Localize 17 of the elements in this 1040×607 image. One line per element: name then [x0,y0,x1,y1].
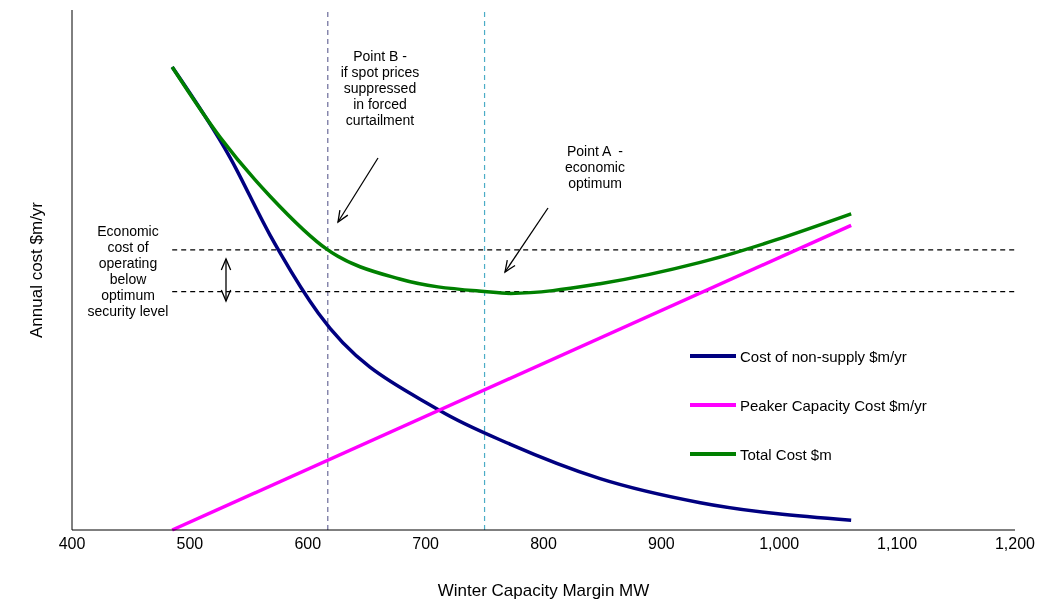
x-tick-label: 500 [176,535,204,553]
legend-label: Total Cost $m [740,445,832,463]
x-axis-title: Winter Capacity Margin MW [437,581,650,600]
y-axis-title: Annual cost $m/yr [27,201,47,339]
annotation: Economic cost of operating below optimum security level [86,223,170,319]
legend-label: Cost of non-supply $m/yr [740,347,907,365]
x-tick-label: 900 [648,535,675,553]
x-tick-label: 1,000 [759,535,800,553]
annotation: Point A - economic optimum [564,143,626,191]
x-tick-label: 400 [58,535,86,553]
legend-label: Peaker Capacity Cost $m/yr [740,396,927,414]
x-tick-label: 800 [530,535,557,553]
x-tick-label: 700 [412,535,440,553]
x-tick-label: 1,200 [994,535,1036,553]
annotation: Point B - if spot prices suppressed in forced curtailment [339,48,421,128]
x-tick-label: 600 [294,535,322,553]
x-tick-label: 1,100 [877,535,918,553]
